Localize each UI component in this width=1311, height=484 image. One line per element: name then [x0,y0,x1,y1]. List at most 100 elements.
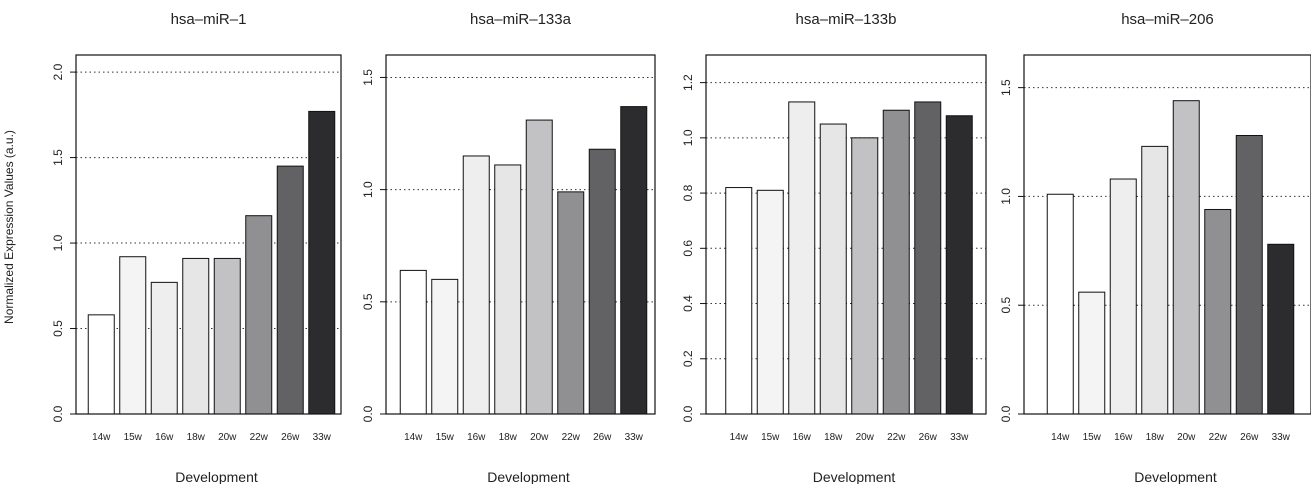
x-tick-label: 22w [562,432,581,443]
y-tick-label: 0.5 [51,320,65,337]
y-tick-label: 0.0 [51,405,65,422]
x-tick-label: 14w [404,432,423,443]
bar [1046,193,1074,415]
x-axis-label: Development [813,469,896,484]
bar [620,106,648,415]
bar [851,137,879,415]
y-axis-label: Normalized Expression Values (a.u.) [2,130,16,324]
x-tick-label: 26w [919,432,938,443]
x-tick-label: 22w [1209,432,1228,443]
bar [557,191,585,415]
bar [588,148,616,415]
x-tick-label: 15w [436,432,455,443]
x-tick-label: 33w [313,432,332,443]
bar [882,109,910,415]
x-tick-label: 18w [824,432,843,443]
x-tick-label: 26w [281,432,300,443]
x-tick-label: 20w [530,432,549,443]
x-tick-label: 15w [124,432,143,443]
bar [399,269,427,415]
bar [756,189,784,415]
plot-frame [705,54,987,415]
x-tick-label: 33w [625,432,644,443]
chart-title: hsa–miR–133b [796,11,897,28]
chart-panel-3: hsa–miR–133b 14w 15w 16w 18w 20w 22w 26w 33w 0.0 0… [681,11,987,484]
y-tick-label: 0.4 [681,295,695,312]
x-tick-label: 22w [250,432,269,443]
bar [494,164,522,415]
bar [276,165,304,415]
y-tick-label: 0.8 [681,184,695,201]
x-tick-label: 33w [950,432,969,443]
bar [1141,145,1169,415]
bar [819,123,847,415]
x-tick-label: 14w [92,432,111,443]
x-tick-label: 22w [887,432,906,443]
bar [945,115,973,415]
y-tick-label: 0.0 [361,405,375,422]
y-tick-label: 1.0 [999,188,1013,205]
x-tick-label: 14w [1051,432,1070,443]
y-tick-label: 1.2 [681,74,695,91]
x-tick-label: 14w [730,432,749,443]
plot-frame [75,54,342,415]
bar [1235,135,1263,415]
y-tick-label: 0.5 [999,297,1013,314]
x-tick-label: 16w [1114,432,1133,443]
x-tick-label: 16w [155,432,174,443]
chart-title: hsa–miR–133a [470,11,572,28]
x-tick-label: 33w [1272,432,1291,443]
bar [1109,178,1137,415]
y-tick-label: 1.5 [51,149,65,166]
y-tick-label: 1.0 [51,234,65,251]
x-tick-label: 26w [1240,432,1259,443]
y-tick-label: 0.2 [681,350,695,367]
bar [788,101,816,415]
bar [87,314,115,415]
bar [725,187,753,415]
y-tick-label: 0.0 [999,405,1013,422]
y-tick-label: 0.5 [361,293,375,310]
x-tick-label: 15w [1083,432,1102,443]
plot-frame [1023,54,1311,415]
x-tick-label: 16w [793,432,812,443]
x-tick-label: 18w [1146,432,1165,443]
bar [1267,243,1295,415]
x-tick-label: 18w [187,432,206,443]
chart-panel-4: hsa–miR–206 14w 15w 16w 18w 20w 22w 26w 33w 0.0 0.… [999,11,1311,484]
bar [1172,100,1200,415]
x-tick-label: 20w [856,432,875,443]
x-axis-label: Development [487,469,570,484]
bar [1204,208,1232,415]
bar [119,256,147,415]
bar [462,155,490,415]
bar [150,281,178,415]
plot-frame [385,54,656,415]
chart-panel-1: hsa–miR–1 14w 15w 16w 18w 20w 22w 26w 33w 0.0 0.5 1… [51,11,342,484]
x-tick-label: 20w [218,432,237,443]
chart-title: hsa–miR–1 [171,11,247,28]
bar [431,278,459,415]
y-tick-label: 0.0 [681,405,695,422]
x-axis-label: Development [175,469,258,484]
x-tick-label: 16w [467,432,486,443]
x-tick-label: 20w [1177,432,1196,443]
bar [245,215,273,415]
y-tick-label: 1.5 [361,69,375,86]
bar [213,257,241,415]
x-tick-label: 15w [761,432,780,443]
bar [308,110,336,415]
x-axis-label: Development [1134,469,1217,484]
y-tick-label: 1.0 [361,181,375,198]
chart-title: hsa–miR–206 [1121,11,1214,28]
x-tick-label: 18w [499,432,518,443]
bar [525,119,553,415]
y-tick-label: 2.0 [51,63,65,80]
chart-panel-2: hsa–miR–133a 14w 15w 16w 18w 20w 22w 26w 33w 0.0 0… [361,11,656,484]
x-tick-label: 26w [593,432,612,443]
bar [914,101,942,415]
y-tick-label: 1.0 [681,129,695,146]
bar [182,257,210,415]
